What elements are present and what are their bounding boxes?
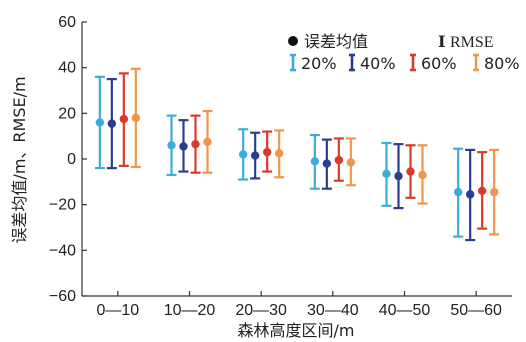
series-20pct bbox=[94, 75, 464, 238]
legend-mean-label: 误差均值 bbox=[304, 32, 368, 51]
y-tick-label: 60 bbox=[58, 14, 76, 31]
x-tick-label: 0—10 bbox=[96, 302, 139, 319]
legend-series-label: 60% bbox=[421, 54, 457, 73]
mean-point bbox=[394, 171, 403, 181]
y-axis: −60 −40 −20 0 20 40 60 bbox=[49, 14, 87, 305]
x-axis-title: 森林高度区间/m bbox=[238, 321, 355, 340]
mean-point bbox=[95, 118, 105, 127]
legend-series-label: 40% bbox=[360, 54, 396, 73]
mean-point bbox=[250, 151, 260, 160]
mean-point bbox=[203, 137, 212, 147]
y-tick-label: 40 bbox=[58, 60, 76, 77]
legend-rmse-symbol: I bbox=[438, 32, 445, 51]
mean-point bbox=[465, 190, 475, 199]
legend-series-label: 80% bbox=[484, 54, 520, 73]
legend-mean-marker bbox=[288, 36, 298, 46]
error-bars bbox=[94, 67, 500, 242]
x-axis: 0—10 10—20 20—30 30—40 40—50 50—60 bbox=[96, 291, 502, 319]
y-axis-title: 误差均值/m、RMSE/m bbox=[10, 76, 29, 243]
mean-point bbox=[489, 187, 499, 197]
mean-point bbox=[334, 155, 344, 165]
legend: 误差均值 I RMSE 20% 40% 60% 80% bbox=[288, 32, 520, 73]
mean-point bbox=[262, 147, 272, 157]
mean-point bbox=[453, 187, 463, 197]
mean-point bbox=[119, 114, 129, 124]
legend-rmse-label: RMSE bbox=[450, 34, 494, 51]
mean-point bbox=[310, 157, 320, 166]
x-tick-label: 50—60 bbox=[450, 302, 502, 319]
legend-series: 20% 40% 60% 80% bbox=[290, 53, 520, 73]
mean-point bbox=[346, 158, 356, 167]
series-80pct bbox=[130, 67, 500, 236]
mean-point bbox=[477, 186, 487, 196]
mean-point bbox=[107, 119, 117, 128]
mean-point bbox=[167, 141, 176, 150]
mean-point bbox=[179, 142, 188, 151]
series-60pct bbox=[118, 72, 488, 230]
y-tick-label: −60 bbox=[49, 288, 76, 305]
mean-point bbox=[238, 150, 248, 159]
y-tick-label: 0 bbox=[67, 151, 76, 168]
mean-point bbox=[131, 113, 141, 123]
x-tick-label: 30—40 bbox=[307, 302, 359, 319]
y-tick-label: −40 bbox=[49, 242, 76, 259]
legend-series-label: 20% bbox=[301, 54, 337, 73]
mean-point bbox=[382, 169, 391, 179]
y-tick-label: −20 bbox=[49, 197, 76, 214]
mean-point bbox=[418, 170, 427, 180]
mean-point bbox=[274, 149, 284, 158]
x-tick-label: 10—20 bbox=[164, 302, 216, 319]
mean-point bbox=[322, 159, 332, 168]
mean-point bbox=[191, 139, 200, 149]
x-tick-label: 40—50 bbox=[379, 302, 431, 319]
mean-point bbox=[406, 167, 415, 176]
y-tick-label: 20 bbox=[58, 105, 76, 122]
x-tick-label: 20—30 bbox=[235, 302, 287, 319]
series-40pct bbox=[106, 77, 476, 242]
